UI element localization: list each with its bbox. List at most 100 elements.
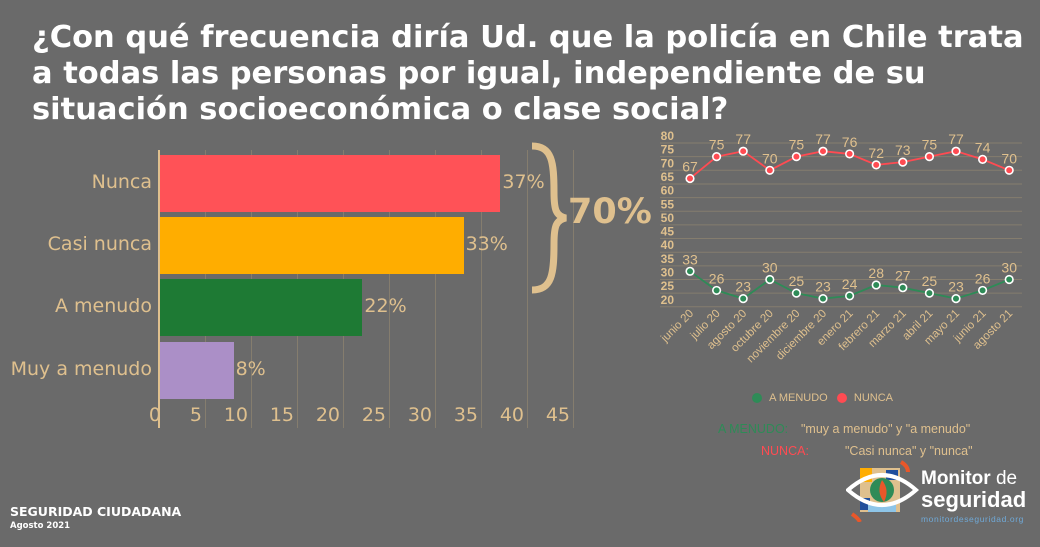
page-title: ¿Con qué frecuencia diría Ud. que la pol… bbox=[32, 20, 1024, 127]
x-tick-label: 20 bbox=[315, 404, 340, 426]
data-label: 70 bbox=[762, 150, 778, 166]
note-nunca-key: NUNCA: bbox=[761, 444, 809, 458]
bar-value-label: 8% bbox=[235, 358, 266, 380]
data-point bbox=[871, 160, 881, 170]
y-tick-label: 30 bbox=[661, 266, 675, 280]
y-axis-line bbox=[158, 150, 160, 428]
x-tick-label: 25 bbox=[361, 404, 386, 426]
y-tick-label: 65 bbox=[661, 170, 675, 184]
data-point bbox=[738, 146, 748, 156]
y-tick-label: 55 bbox=[661, 197, 675, 211]
data-point bbox=[791, 152, 802, 162]
data-point bbox=[738, 294, 748, 304]
curly-brace-icon bbox=[531, 142, 567, 294]
data-label: 76 bbox=[842, 134, 858, 150]
data-label: 30 bbox=[1001, 260, 1017, 276]
y-tick-label: 20 bbox=[661, 293, 675, 307]
data-label: 23 bbox=[815, 279, 831, 295]
y-tick-label: 60 bbox=[661, 184, 675, 198]
y-tick-label: 35 bbox=[661, 252, 675, 266]
data-label: 24 bbox=[842, 276, 858, 292]
data-point bbox=[711, 285, 722, 296]
y-tick-label: 45 bbox=[661, 225, 675, 239]
data-point bbox=[791, 288, 802, 298]
legend-dot-a-menudo bbox=[752, 393, 762, 404]
legend-label-nunca: NUNCA bbox=[853, 392, 893, 404]
bar-value-label: 37% bbox=[502, 171, 545, 193]
x-tick-label: 40 bbox=[499, 404, 524, 426]
logo-url: monitordeseguridad.org bbox=[921, 514, 1024, 524]
data-point bbox=[871, 280, 881, 290]
data-point bbox=[711, 152, 722, 162]
logo bbox=[844, 460, 921, 526]
data-point bbox=[844, 149, 855, 159]
bar bbox=[160, 217, 464, 274]
bracket-total-label: 70% bbox=[568, 192, 652, 232]
y-tick-label: 80 bbox=[661, 129, 675, 143]
bar bbox=[160, 155, 501, 212]
bar bbox=[160, 342, 234, 399]
note-a-menudo-key: A MENUDO: bbox=[718, 422, 789, 436]
footer-section: SEGURIDAD CIUDADANA bbox=[10, 504, 182, 519]
data-point bbox=[765, 274, 775, 285]
data-label: 25 bbox=[789, 273, 805, 289]
data-label: 74 bbox=[975, 139, 991, 155]
x-gridline bbox=[527, 150, 528, 428]
data-point bbox=[977, 154, 988, 164]
data-label: 67 bbox=[682, 158, 698, 174]
data-point bbox=[1004, 274, 1014, 285]
eye-logo-icon bbox=[844, 460, 920, 523]
data-label: 72 bbox=[868, 145, 884, 161]
category-label: A menudo bbox=[54, 295, 152, 317]
logo-de-text: de bbox=[995, 468, 1018, 489]
x-tick-label: 30 bbox=[407, 404, 432, 426]
bar-value-label: 33% bbox=[465, 233, 508, 255]
category-label: Nunca bbox=[91, 171, 152, 193]
logo-monitor-text: Monitor bbox=[921, 468, 991, 489]
x-tick-label: 10 bbox=[223, 404, 248, 426]
data-point bbox=[818, 146, 828, 156]
x-gridline bbox=[573, 150, 574, 428]
data-label: 30 bbox=[762, 260, 778, 276]
data-label: 25 bbox=[922, 273, 938, 289]
data-label: 28 bbox=[868, 265, 884, 281]
data-label: 73 bbox=[895, 142, 911, 158]
legend-label-a-menudo: A MENUDO bbox=[769, 392, 828, 404]
data-label: 23 bbox=[948, 279, 964, 295]
x-tick-label: 35 bbox=[453, 404, 478, 426]
y-tick-label: 50 bbox=[661, 211, 675, 225]
data-point bbox=[685, 173, 695, 184]
bar-value-label: 22% bbox=[364, 295, 407, 317]
logo-line2: seguridad bbox=[921, 487, 1027, 512]
x-gridline bbox=[389, 150, 390, 428]
data-point bbox=[951, 294, 961, 304]
category-label: Casi nunca bbox=[47, 233, 152, 255]
y-tick-label: 75 bbox=[661, 143, 675, 157]
data-point bbox=[765, 165, 775, 175]
data-label: 70 bbox=[1001, 150, 1017, 166]
data-point bbox=[685, 266, 695, 276]
x-tick-label: junio 20 bbox=[658, 308, 696, 346]
data-label: 26 bbox=[975, 270, 991, 286]
data-point bbox=[818, 294, 828, 304]
data-label: 26 bbox=[709, 270, 725, 286]
x-gridline bbox=[435, 150, 436, 428]
note-a-menudo-text: "muy a menudo" y "a menudo" bbox=[801, 422, 971, 436]
bar bbox=[160, 279, 363, 336]
category-label: Muy a menudo bbox=[10, 358, 152, 380]
data-point bbox=[977, 285, 988, 296]
legend-dot-nunca bbox=[836, 393, 847, 404]
data-point bbox=[951, 146, 961, 156]
data-label: 77 bbox=[948, 131, 964, 147]
y-tick-label: 70 bbox=[661, 156, 675, 170]
line-legend: A MENUDO NUNCA bbox=[752, 392, 893, 404]
data-label: 33 bbox=[682, 251, 698, 267]
bracket bbox=[530, 142, 570, 298]
data-point bbox=[1004, 165, 1014, 175]
x-gridline bbox=[481, 150, 482, 428]
logo-line1: Monitor de bbox=[921, 468, 1017, 490]
data-label: 75 bbox=[789, 137, 805, 153]
data-label: 75 bbox=[922, 137, 938, 153]
x-tick-label: 45 bbox=[545, 404, 570, 426]
